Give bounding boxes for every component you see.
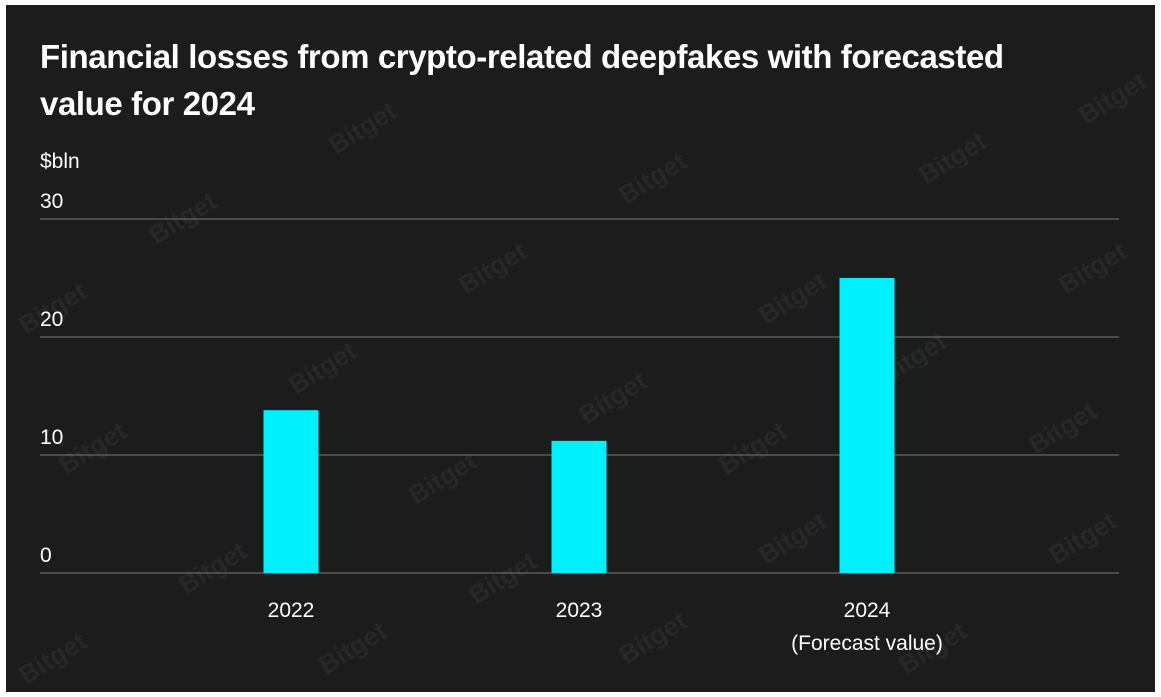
- watermark-text: Bitget: [143, 185, 222, 250]
- chart-title: Financial losses from crypto-related dee…: [40, 38, 1004, 122]
- watermark-text: Bitget: [913, 125, 992, 190]
- watermark-text: Bitget: [13, 625, 92, 690]
- y-axis-ticks: 0 10 20 30: [40, 190, 63, 567]
- watermark-text: Bitget: [313, 615, 392, 680]
- watermark-layer: Bitget Bitget Bitget Bitget Bitget Bitget Bitg…: [13, 65, 1152, 690]
- bar-1: [551, 440, 607, 573]
- watermark-text: Bitget: [463, 545, 542, 610]
- watermark-text: Bitget: [613, 145, 692, 210]
- bar-chart: Bitget Bitget Bitget Bitget Bitget Bitget Bitg…: [13, 65, 1152, 690]
- watermark-text: Bitget: [613, 605, 692, 670]
- watermark-text: Bitget: [53, 415, 132, 480]
- watermark-text: Bitget: [283, 335, 362, 400]
- bar-0: [263, 410, 319, 573]
- watermark-text: Bitget: [573, 365, 652, 430]
- watermark-text: Bitget: [1053, 235, 1132, 300]
- chart-panel: Financial losses from crypto-related dee…: [6, 5, 1155, 692]
- y-tick-label: 0: [40, 544, 52, 567]
- x-axis-labels: 2022 2023 2024 (Forecast value): [268, 599, 943, 655]
- x-category-label: 2024: [844, 599, 891, 622]
- y-tick-label: 20: [40, 308, 63, 331]
- watermark-text: Bitget: [1023, 395, 1102, 460]
- watermark-text: Bitget: [1073, 65, 1152, 130]
- x-category-label: 2023: [556, 599, 603, 622]
- y-axis-unit-label: $bln: [40, 150, 80, 173]
- bar-2: [839, 278, 895, 573]
- watermark-text: Bitget: [453, 235, 532, 300]
- watermark-text: Bitget: [173, 535, 252, 600]
- y-tick-label: 10: [40, 426, 63, 449]
- y-tick-label: 30: [40, 190, 63, 213]
- watermark-text: Bitget: [1043, 505, 1122, 570]
- x-category-label: 2022: [268, 599, 315, 622]
- watermark-text: Bitget: [753, 265, 832, 330]
- watermark-text: Bitget: [753, 505, 832, 570]
- watermark-text: Bitget: [323, 95, 402, 160]
- watermark-text: Bitget: [713, 415, 792, 480]
- x-category-label: (Forecast value): [791, 632, 943, 655]
- bars: [263, 278, 895, 573]
